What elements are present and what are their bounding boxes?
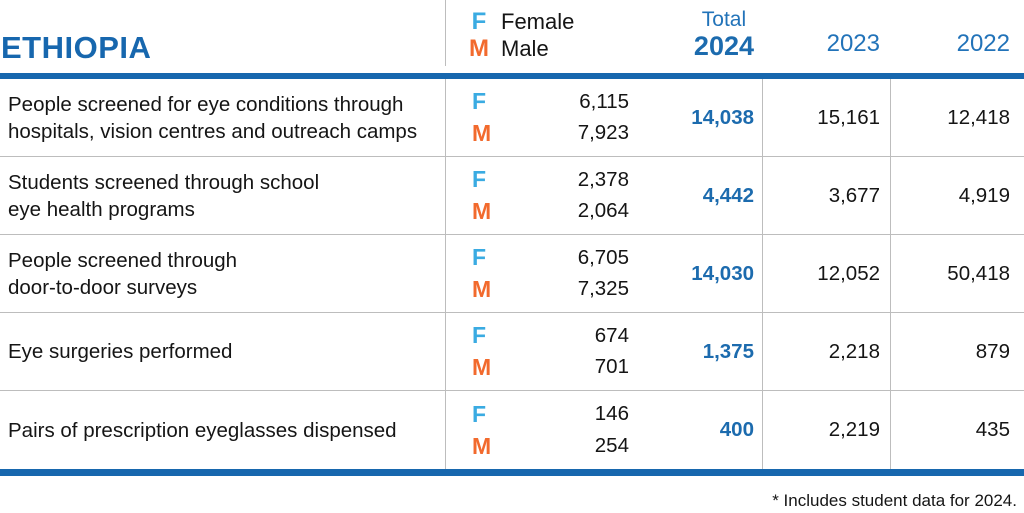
male-value: 2,064 [577, 199, 629, 223]
female-value: 146 [594, 402, 629, 425]
value-2023: 15,161 [762, 79, 890, 157]
row-label: Eye surgeries performed [0, 313, 445, 391]
value-2022: 4,919 [890, 157, 1024, 235]
male-key-icon: M [469, 35, 489, 62]
male-key-icon: M [472, 275, 492, 302]
row-gender-values: F 2,378 4,442 M 2,064 [445, 157, 762, 235]
male-value: 7,923 [577, 121, 629, 145]
female-value: 6,115 [579, 89, 629, 113]
row-label: People screened for eye conditions throu… [0, 79, 445, 157]
female-key-icon: F [472, 88, 487, 115]
value-2023: 2,218 [762, 313, 890, 391]
male-key-icon: M [472, 432, 492, 459]
female-key-icon: F [472, 244, 487, 271]
footer-divider-bar [0, 469, 1024, 476]
value-2023: 12,052 [762, 235, 890, 313]
row-gender-values: F 6,115 14,038 M 7,923 [445, 79, 762, 157]
total-label: Total [701, 8, 747, 31]
male-key-icon: M [472, 197, 492, 224]
male-value: 7,325 [577, 277, 629, 301]
year-2022-header: 2022 [956, 30, 1010, 57]
total-2024-value: 14,038 [691, 105, 754, 129]
male-key-icon: M [472, 353, 492, 380]
female-key-icon: F [472, 322, 487, 349]
year-2024-header: 2024 [693, 31, 754, 61]
row-gender-values: F 6,705 14,030 M 7,325 [445, 235, 762, 313]
header-legend-total-cell: F Female M Male Total 2024 [445, 0, 762, 66]
value-2023: 3,677 [762, 157, 890, 235]
year-2023-header: 2023 [826, 30, 880, 57]
row-label: Students screened through school eye hea… [0, 157, 445, 235]
row-gender-values: F 146 400 M 254 [445, 391, 762, 469]
header-divider-bar [0, 73, 1024, 79]
male-value: 701 [594, 355, 629, 379]
female-legend-label: Female [501, 9, 575, 34]
female-value: 6,705 [577, 245, 629, 269]
total-2024-header: Total 2024 [694, 8, 754, 62]
total-2024-value: 4,442 [702, 183, 754, 207]
legend-male-line: M Male [467, 35, 574, 62]
row-gender-values: F 674 1,375 M 701 [445, 313, 762, 391]
female-key-icon: F [472, 400, 487, 427]
row-label: People screened through door-to-door sur… [0, 235, 445, 313]
value-2022: 50,418 [890, 235, 1024, 313]
total-2024-value: 14,030 [691, 261, 754, 285]
header-country-cell: ETHIOPIA [0, 0, 445, 73]
footnote: * Includes student data for 2024. [772, 491, 1017, 510]
female-value: 2,378 [577, 167, 629, 191]
male-value: 254 [594, 434, 629, 457]
ethiopia-data-table: ETHIOPIA F Female M Male Total 2024 2023… [0, 0, 1024, 476]
value-2022: 435 [890, 391, 1024, 469]
female-value: 674 [594, 323, 629, 347]
legend-female-line: F Female [467, 8, 575, 35]
gender-legend: F Female M Male [467, 8, 574, 62]
value-2022: 879 [890, 313, 1024, 391]
row-label: Pairs of prescription eyeglasses dispens… [8, 418, 397, 442]
value-2023: 2,219 [762, 391, 890, 469]
male-key-icon: M [472, 119, 492, 146]
total-2024-value: 400 [719, 418, 754, 441]
total-2024-value: 1,375 [702, 339, 754, 363]
female-key-icon: F [471, 8, 487, 35]
value-2022: 12,418 [890, 79, 1024, 157]
female-key-icon: F [472, 166, 487, 193]
country-title: ETHIOPIA [1, 30, 152, 65]
male-legend-label: Male [501, 36, 549, 61]
